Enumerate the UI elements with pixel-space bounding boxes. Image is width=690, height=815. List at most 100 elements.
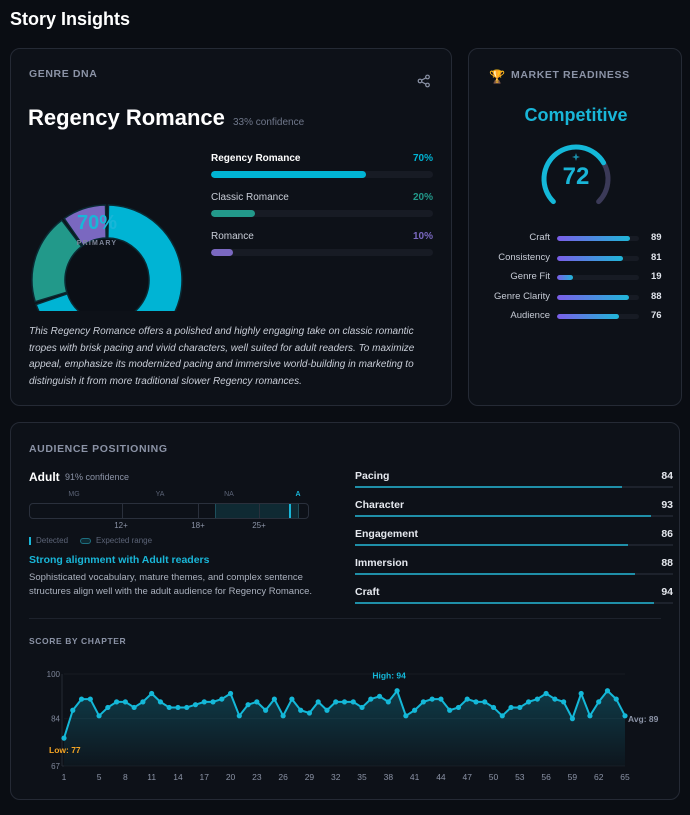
detected-audience: Adult <box>29 470 60 484</box>
metric-label: Consistency <box>498 251 550 263</box>
data-point[interactable] <box>78 696 85 702</box>
data-point[interactable] <box>420 699 426 705</box>
data-point[interactable] <box>245 702 251 708</box>
data-point[interactable] <box>105 704 111 711</box>
data-point[interactable] <box>394 688 400 694</box>
readiness-metric: Craft 89 <box>469 232 683 246</box>
data-point[interactable] <box>368 696 374 702</box>
data-point[interactable] <box>385 699 391 705</box>
data-point[interactable] <box>175 704 181 711</box>
data-point[interactable] <box>622 713 628 719</box>
data-point[interactable] <box>604 688 611 694</box>
gauge-fill <box>541 144 607 205</box>
data-point[interactable] <box>149 690 155 697</box>
x-tick-label: 59 <box>568 772 578 782</box>
data-point[interactable] <box>271 696 277 702</box>
genre-description: This Regency Romance offers a polished a… <box>29 326 415 387</box>
data-point[interactable] <box>254 699 260 705</box>
metric-bar <box>557 236 639 241</box>
x-tick-label: 65 <box>620 772 630 782</box>
data-point[interactable] <box>561 699 567 705</box>
data-point[interactable] <box>490 704 497 711</box>
data-point[interactable] <box>87 696 93 702</box>
data-point[interactable] <box>482 699 488 705</box>
data-point[interactable] <box>552 696 558 702</box>
data-point[interactable] <box>587 713 593 719</box>
metric-value: 88 <box>651 290 662 302</box>
data-point[interactable] <box>192 702 199 708</box>
donut-slice <box>31 219 83 303</box>
audience-headline: Strong alignment with Adult readers <box>29 554 210 566</box>
data-point[interactable] <box>96 713 102 719</box>
data-point[interactable] <box>525 699 532 705</box>
data-point[interactable] <box>438 696 444 702</box>
data-point[interactable] <box>61 735 67 741</box>
data-point[interactable] <box>236 713 242 719</box>
data-point[interactable] <box>596 699 602 705</box>
page-title: Story Insights <box>10 9 131 29</box>
data-point[interactable] <box>113 699 120 705</box>
genre-percent: 20% <box>412 192 433 203</box>
data-point[interactable] <box>341 699 348 705</box>
data-point[interactable] <box>412 707 418 713</box>
share-icon[interactable] <box>417 74 431 88</box>
audience-metric: Craft 94 <box>355 586 673 604</box>
data-point[interactable] <box>359 704 365 711</box>
data-point[interactable] <box>578 690 584 697</box>
data-point[interactable] <box>263 707 269 713</box>
data-point[interactable] <box>184 704 190 711</box>
metric-value: 94 <box>661 586 673 598</box>
data-point[interactable] <box>569 716 576 722</box>
data-point[interactable] <box>315 699 321 705</box>
data-point[interactable] <box>280 713 286 719</box>
sparkle-icon <box>572 153 580 161</box>
x-tick-label: 53 <box>515 772 525 782</box>
audience-metric: Immersion 88 <box>355 557 673 575</box>
x-tick-label: 8 <box>123 772 128 782</box>
data-point[interactable] <box>350 699 356 705</box>
data-point[interactable] <box>534 696 540 702</box>
data-point[interactable] <box>306 710 313 716</box>
data-point[interactable] <box>166 704 172 711</box>
data-point[interactable] <box>429 696 435 702</box>
metric-bar <box>355 602 673 604</box>
data-point[interactable] <box>131 704 137 711</box>
data-point[interactable] <box>122 699 128 705</box>
x-tick-label: 1 <box>62 772 67 782</box>
data-point[interactable] <box>219 696 225 702</box>
data-point[interactable] <box>227 690 234 697</box>
metric-bar <box>557 314 639 319</box>
data-point[interactable] <box>403 713 409 719</box>
data-point[interactable] <box>140 699 146 705</box>
x-tick-label: 47 <box>462 772 472 782</box>
data-point[interactable] <box>376 693 383 699</box>
data-point[interactable] <box>447 707 453 713</box>
scale-label: NA <box>224 491 234 498</box>
data-point[interactable] <box>499 713 505 719</box>
data-point[interactable] <box>70 707 76 713</box>
high-annotation: High: 94 <box>372 671 406 681</box>
data-point[interactable] <box>508 704 514 711</box>
data-point[interactable] <box>613 696 619 702</box>
data-point[interactable] <box>543 690 549 697</box>
metric-label: Genre Fit <box>510 271 550 282</box>
data-point[interactable] <box>455 704 462 711</box>
detected-marker <box>289 504 291 518</box>
data-point[interactable] <box>333 699 339 705</box>
data-point[interactable] <box>464 696 470 702</box>
data-point[interactable] <box>289 696 295 702</box>
data-point[interactable] <box>324 707 330 713</box>
data-point[interactable] <box>473 699 479 705</box>
trophy-icon: 🏆 <box>489 69 506 84</box>
gauge-score: 72 <box>562 163 590 190</box>
age-label: 12+ <box>114 521 128 530</box>
donut-hole <box>66 239 148 311</box>
market-readiness-card: 🏆 MARKET READINESS Competitive 72 Craft … <box>468 48 682 406</box>
genre-row: Regency Romance 70% <box>211 153 433 183</box>
data-point[interactable] <box>298 707 304 713</box>
data-point[interactable] <box>210 699 216 705</box>
readiness-metric: Genre Clarity 88 <box>469 291 683 305</box>
data-point[interactable] <box>517 704 523 711</box>
data-point[interactable] <box>201 699 207 705</box>
data-point[interactable] <box>157 699 164 705</box>
